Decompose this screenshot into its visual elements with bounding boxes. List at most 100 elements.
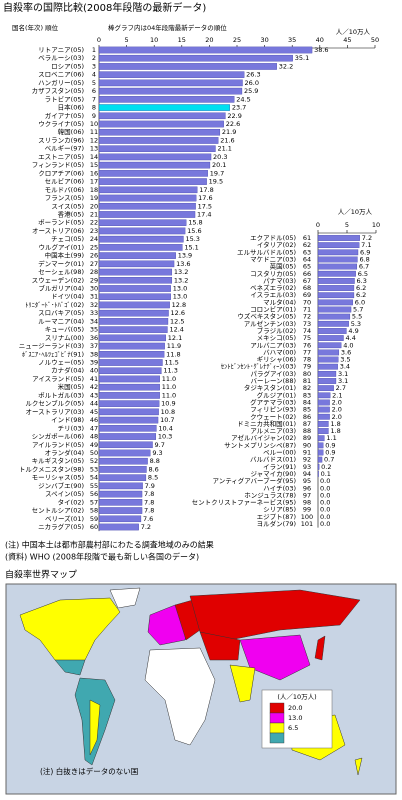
- value-label: 0.7: [324, 456, 334, 464]
- japan: [314, 635, 326, 661]
- x-tick-label: 5: [125, 36, 129, 44]
- bar: [317, 299, 353, 306]
- bar: [98, 71, 245, 78]
- bar: [317, 235, 360, 241]
- bar: [98, 194, 197, 202]
- country-name: タイ(02): [58, 497, 84, 506]
- rank: 31: [90, 293, 98, 301]
- value-label: 2.0: [332, 406, 342, 414]
- bar: [317, 263, 358, 270]
- bar: [317, 285, 355, 291]
- bar: [98, 227, 186, 235]
- bar: [98, 293, 171, 300]
- country-name: 韓国(06): [58, 127, 84, 136]
- x-tick-label: 10: [372, 221, 380, 229]
- value-label: 6.7: [359, 263, 369, 271]
- rank: 80: [303, 370, 311, 378]
- country-name: アイスランド(05): [32, 375, 84, 383]
- country-name: ﾄﾘﾆﾀﾞｰﾄﾞ･ﾄﾊﾞｺﾞ(02): [25, 301, 84, 309]
- value-label: 11.8: [166, 350, 180, 358]
- bar: [98, 268, 173, 276]
- country-name: グルジア(01): [257, 390, 296, 399]
- rank: 68: [303, 284, 311, 292]
- bar: [317, 435, 325, 442]
- mexico: [54, 659, 86, 676]
- value-label: 12.8: [172, 301, 186, 309]
- bar: [98, 515, 142, 523]
- x-tick-label: 50: [371, 36, 379, 44]
- country-name: 日本(06): [58, 103, 84, 112]
- value-label: 7.2: [362, 234, 372, 242]
- country-name: ペルー(00): [263, 449, 296, 457]
- x-tick-label: 20: [205, 36, 213, 44]
- country-name: エクアドル(05): [250, 234, 296, 242]
- bar: [98, 301, 170, 309]
- country-name: アイルランド(05): [32, 441, 84, 449]
- rank: 25: [90, 243, 98, 251]
- country-name: ノルウェー(05): [38, 359, 84, 367]
- rank: 97: [303, 491, 311, 499]
- bar: [98, 375, 160, 383]
- value-label: 12.4: [169, 326, 183, 334]
- country-name: アゼルバイジャン(02): [231, 433, 296, 442]
- x-axis-unit: 人／10万人: [338, 208, 373, 216]
- bar: [98, 202, 196, 210]
- rank: 67: [303, 277, 311, 285]
- rank: 42: [90, 383, 98, 391]
- rank: 91: [303, 449, 311, 457]
- bar: [317, 292, 355, 299]
- bar: [317, 449, 324, 456]
- value-label: 6.0: [355, 298, 365, 306]
- value-label: 19.7: [210, 169, 224, 177]
- country-name: ラトビア(05): [45, 94, 84, 103]
- value-label: 7.6: [143, 515, 153, 523]
- rank: 16: [90, 169, 98, 177]
- bar: [317, 342, 342, 349]
- country-name: アルバニア(03): [250, 341, 296, 349]
- country-name: キルギスタン(05): [32, 456, 84, 465]
- bar: [317, 413, 330, 420]
- bar: [98, 161, 211, 169]
- x-tick-label: 0: [316, 221, 320, 229]
- x-tick-label: 25: [233, 36, 241, 44]
- rank: 92: [303, 456, 311, 464]
- legend-swatch: [269, 712, 285, 724]
- map-title: 自殺率世界マップ: [5, 569, 77, 581]
- value-label: 5.3: [351, 320, 361, 328]
- country-name: パナマ(03): [263, 277, 296, 285]
- country-name: ルクセンブルク(05): [25, 399, 84, 408]
- rank: 4: [92, 71, 96, 79]
- kazakhstan: [199, 631, 241, 661]
- bar: [98, 178, 207, 185]
- bar: [317, 428, 329, 434]
- value-label: 10.4: [158, 424, 172, 432]
- rank: 53: [90, 465, 98, 473]
- value-label: 35.1: [295, 54, 309, 62]
- rank: 36: [90, 334, 98, 342]
- rank: 55: [90, 482, 98, 490]
- rank: 17: [90, 178, 98, 186]
- value-label: 7.1: [361, 241, 371, 249]
- bar: [317, 249, 359, 256]
- bar: [317, 471, 319, 477]
- x-tick-label: 5: [345, 221, 349, 229]
- value-label: 22.9: [227, 112, 241, 120]
- rank: 2: [92, 54, 96, 62]
- bar: [98, 326, 168, 333]
- rank: 19: [90, 194, 98, 202]
- rank: 34: [90, 317, 98, 325]
- bar: [98, 499, 143, 506]
- country-name: エルサルバドル(05): [237, 248, 296, 256]
- bar: [98, 219, 187, 226]
- bar: [98, 408, 159, 416]
- country-name: インド(98): [51, 416, 84, 424]
- bar: [98, 474, 147, 481]
- value-label: 15.1: [184, 243, 198, 251]
- greenland: [109, 587, 141, 609]
- country-name: ﾎﾞｽﾆｱ･ﾍﾙﾂｪｺﾞﾋﾞﾅ(91): [22, 350, 84, 358]
- value-label: 8.5: [148, 474, 158, 482]
- country-name: アルメニア(03): [250, 427, 296, 435]
- bar: [98, 244, 183, 251]
- header-note: 棒グラフ内は04年段階最新データの順位: [108, 23, 227, 32]
- country-name: モーリシャス(05): [32, 474, 84, 482]
